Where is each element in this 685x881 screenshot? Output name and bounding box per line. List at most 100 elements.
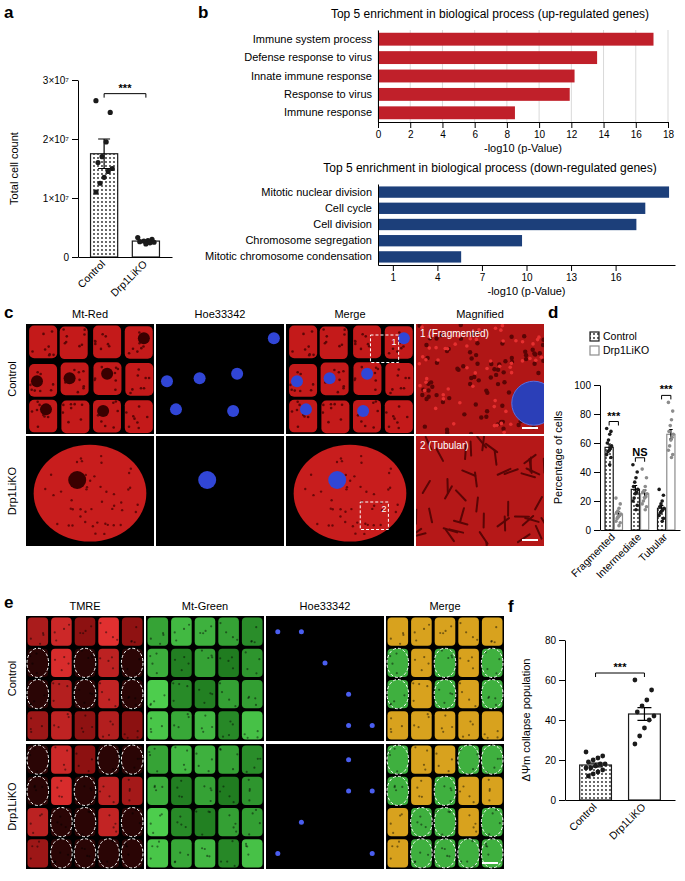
legend-swatch	[590, 332, 599, 341]
texture	[403, 694, 405, 696]
texture	[459, 682, 461, 684]
cell	[388, 746, 409, 774]
nucleus	[512, 381, 544, 425]
cell	[122, 711, 143, 739]
nucleus	[328, 471, 346, 489]
texture	[489, 788, 491, 790]
y-axis-title: Total cell count	[8, 132, 20, 205]
texture	[59, 816, 61, 818]
tick: Defense response to virus	[244, 51, 372, 63]
texture	[394, 748, 396, 750]
texture	[62, 404, 65, 407]
tick: 10	[521, 265, 533, 283]
texture	[75, 753, 77, 755]
texture	[204, 630, 206, 632]
cell	[122, 618, 143, 646]
texture	[390, 703, 392, 705]
texture	[68, 524, 70, 526]
nucleus	[398, 332, 410, 344]
texture	[112, 426, 115, 429]
texture	[130, 640, 132, 642]
y-axis: 020406080100	[574, 380, 600, 536]
texture	[391, 388, 394, 391]
texture	[391, 845, 393, 847]
texture	[499, 328, 503, 332]
tick-mark	[507, 122, 508, 128]
grid-line	[668, 30, 669, 122]
data-point	[93, 190, 98, 195]
texture	[219, 682, 221, 684]
texture	[150, 703, 152, 705]
texture	[252, 812, 254, 814]
nucleus	[300, 403, 312, 415]
cell	[28, 649, 49, 677]
texture	[39, 814, 41, 816]
texture	[30, 823, 32, 825]
texture	[180, 823, 182, 825]
texture	[387, 488, 389, 490]
nucleus-shadow	[138, 332, 150, 344]
data-point	[660, 520, 664, 524]
texture	[47, 345, 50, 348]
nucleus	[357, 405, 369, 417]
texture	[462, 785, 464, 787]
significance-label: ***	[614, 661, 628, 673]
cell	[218, 777, 239, 805]
nucleus	[299, 820, 304, 825]
texture	[112, 826, 114, 828]
texture	[222, 785, 224, 787]
texture	[60, 823, 62, 825]
texture	[195, 810, 197, 812]
nucleus-shadow	[31, 375, 43, 387]
texture	[466, 860, 468, 862]
texture	[101, 333, 104, 336]
legend: ControlDrp1LiKO	[590, 330, 649, 356]
tick-label: 60	[545, 675, 557, 686]
texture	[434, 346, 438, 350]
texture	[510, 360, 514, 364]
texture	[498, 658, 500, 660]
texture	[56, 523, 58, 525]
tick-mark	[571, 265, 572, 271]
texture	[248, 779, 250, 781]
texture	[163, 694, 165, 696]
nucleus	[361, 368, 373, 380]
texture	[474, 402, 478, 406]
cell	[411, 680, 432, 708]
texture	[291, 410, 294, 413]
marks	[378, 33, 654, 119]
texture	[66, 685, 68, 687]
texture	[538, 351, 542, 355]
texture	[471, 840, 473, 842]
texture	[100, 455, 102, 457]
texture	[128, 352, 131, 355]
image-background	[146, 616, 264, 741]
image-background	[266, 744, 384, 869]
texture	[35, 652, 37, 654]
data-point	[593, 764, 598, 769]
texture	[150, 731, 152, 733]
data-point	[667, 448, 671, 452]
texture	[423, 628, 425, 630]
cell	[482, 777, 503, 805]
texture	[465, 631, 467, 633]
collapse-outline	[387, 648, 409, 677]
cell	[218, 746, 239, 774]
collapse-outline	[434, 680, 456, 709]
texture	[39, 643, 41, 645]
collapse-outline	[387, 680, 409, 709]
texture	[472, 636, 474, 638]
image-tile	[286, 436, 414, 546]
texture	[471, 384, 475, 388]
texture	[330, 507, 332, 509]
data-point	[667, 430, 671, 434]
cell	[385, 363, 413, 396]
tick-label: 10	[521, 272, 533, 283]
image-tile	[416, 324, 544, 434]
texture	[251, 640, 253, 642]
texture	[124, 733, 126, 735]
collapse-outline	[51, 808, 73, 837]
tick: Response to virus	[284, 88, 373, 100]
texture	[493, 399, 497, 403]
cell	[195, 808, 216, 836]
